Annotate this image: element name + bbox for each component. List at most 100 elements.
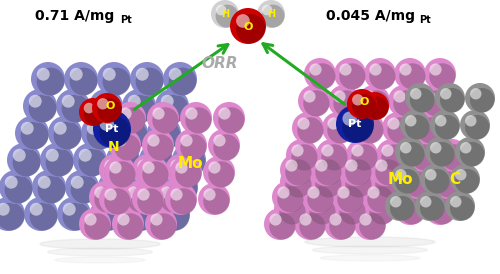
Circle shape bbox=[332, 181, 364, 213]
Circle shape bbox=[354, 208, 386, 240]
Circle shape bbox=[176, 161, 188, 174]
Circle shape bbox=[388, 117, 413, 144]
Circle shape bbox=[360, 213, 372, 226]
Circle shape bbox=[310, 64, 322, 76]
Circle shape bbox=[405, 115, 429, 139]
Circle shape bbox=[162, 202, 190, 230]
Circle shape bbox=[214, 135, 226, 147]
Text: H: H bbox=[221, 9, 229, 19]
Circle shape bbox=[292, 144, 304, 157]
Circle shape bbox=[300, 213, 326, 239]
Circle shape bbox=[376, 139, 408, 171]
Circle shape bbox=[368, 186, 394, 213]
Circle shape bbox=[114, 135, 126, 147]
Circle shape bbox=[435, 115, 460, 139]
Circle shape bbox=[340, 198, 365, 224]
Circle shape bbox=[322, 144, 334, 157]
Circle shape bbox=[390, 196, 402, 207]
Circle shape bbox=[15, 116, 49, 150]
Circle shape bbox=[280, 198, 291, 211]
Circle shape bbox=[388, 85, 420, 117]
Circle shape bbox=[24, 197, 58, 231]
Circle shape bbox=[330, 213, 355, 239]
Circle shape bbox=[48, 116, 82, 150]
Circle shape bbox=[394, 90, 406, 102]
Circle shape bbox=[425, 137, 455, 167]
Circle shape bbox=[170, 159, 196, 185]
Text: Pt: Pt bbox=[120, 15, 132, 25]
Text: Mo: Mo bbox=[387, 172, 413, 187]
Circle shape bbox=[424, 193, 456, 225]
Circle shape bbox=[370, 64, 382, 76]
Circle shape bbox=[46, 149, 58, 162]
Circle shape bbox=[178, 149, 190, 162]
Ellipse shape bbox=[40, 239, 160, 249]
Circle shape bbox=[330, 213, 342, 226]
Circle shape bbox=[257, 0, 285, 28]
Circle shape bbox=[394, 193, 426, 225]
Circle shape bbox=[294, 208, 326, 240]
Circle shape bbox=[262, 5, 272, 15]
Circle shape bbox=[366, 97, 376, 107]
Circle shape bbox=[430, 198, 442, 211]
Text: 0.045 A/mg: 0.045 A/mg bbox=[326, 9, 414, 23]
Circle shape bbox=[280, 166, 312, 198]
Circle shape bbox=[430, 63, 456, 90]
Circle shape bbox=[138, 159, 164, 185]
Ellipse shape bbox=[48, 248, 152, 256]
Circle shape bbox=[0, 203, 10, 216]
Circle shape bbox=[302, 181, 334, 213]
Circle shape bbox=[342, 111, 374, 142]
Circle shape bbox=[346, 159, 358, 172]
Circle shape bbox=[322, 112, 354, 144]
Circle shape bbox=[342, 112, 357, 126]
Circle shape bbox=[122, 89, 156, 123]
Circle shape bbox=[71, 176, 84, 189]
Circle shape bbox=[136, 176, 164, 204]
Circle shape bbox=[57, 197, 91, 231]
Circle shape bbox=[112, 149, 124, 162]
Circle shape bbox=[358, 85, 390, 117]
Circle shape bbox=[340, 198, 351, 211]
Circle shape bbox=[144, 149, 172, 176]
Circle shape bbox=[94, 95, 122, 122]
Circle shape bbox=[110, 161, 122, 174]
Circle shape bbox=[142, 129, 174, 161]
Circle shape bbox=[436, 171, 462, 198]
Circle shape bbox=[460, 142, 471, 153]
Circle shape bbox=[382, 144, 394, 157]
Circle shape bbox=[272, 181, 304, 213]
Circle shape bbox=[120, 122, 132, 135]
Circle shape bbox=[304, 90, 330, 116]
Circle shape bbox=[308, 186, 334, 213]
Circle shape bbox=[455, 169, 479, 193]
Circle shape bbox=[450, 164, 480, 194]
Circle shape bbox=[316, 159, 342, 185]
Circle shape bbox=[29, 95, 42, 108]
Circle shape bbox=[346, 139, 378, 171]
Circle shape bbox=[298, 118, 310, 130]
Circle shape bbox=[0, 170, 33, 204]
Circle shape bbox=[278, 186, 303, 213]
Circle shape bbox=[400, 64, 411, 76]
Circle shape bbox=[420, 164, 450, 194]
Circle shape bbox=[405, 83, 435, 113]
Circle shape bbox=[120, 107, 146, 133]
Circle shape bbox=[328, 118, 340, 130]
Circle shape bbox=[400, 110, 430, 140]
Circle shape bbox=[40, 143, 74, 177]
Circle shape bbox=[65, 170, 99, 204]
Circle shape bbox=[304, 90, 316, 102]
Circle shape bbox=[465, 115, 476, 127]
Circle shape bbox=[322, 144, 347, 170]
Ellipse shape bbox=[305, 237, 435, 247]
Circle shape bbox=[84, 103, 106, 125]
Circle shape bbox=[170, 188, 196, 215]
Circle shape bbox=[376, 159, 402, 185]
Circle shape bbox=[412, 144, 424, 157]
Circle shape bbox=[340, 64, 351, 76]
Circle shape bbox=[418, 118, 430, 130]
Circle shape bbox=[430, 142, 442, 153]
Circle shape bbox=[334, 90, 359, 116]
Circle shape bbox=[230, 8, 266, 44]
